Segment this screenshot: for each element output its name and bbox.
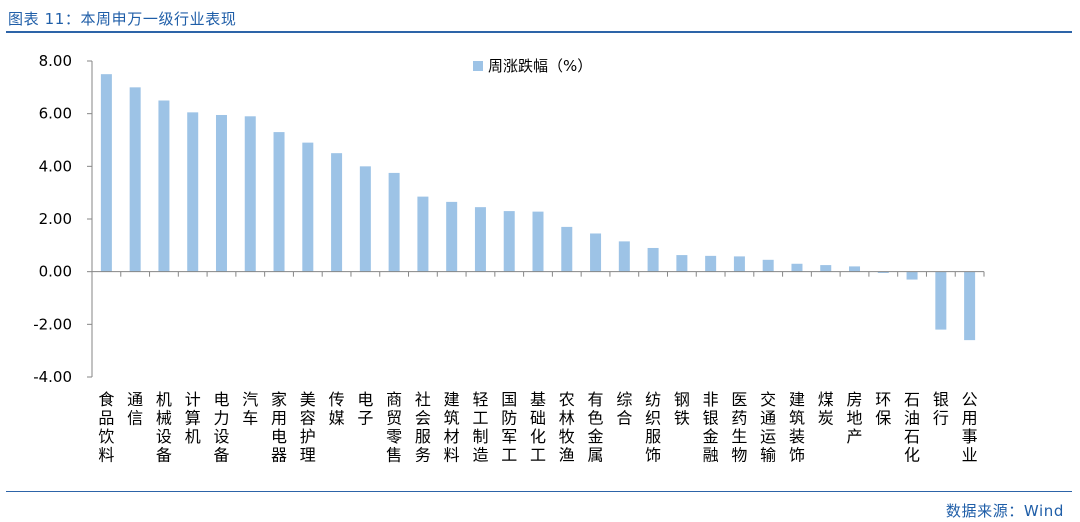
category-label: 机械设备 bbox=[156, 390, 172, 465]
bar bbox=[187, 112, 199, 272]
category-label: 国防军工 bbox=[501, 390, 517, 465]
bar bbox=[561, 226, 573, 272]
category-label: 非银金融 bbox=[703, 390, 719, 465]
bar bbox=[446, 201, 458, 272]
bar bbox=[100, 74, 112, 272]
bar bbox=[273, 132, 285, 272]
y-axis: -4.00 -2.00 0.00 2.00 4.00 6.00 8.00 bbox=[33, 52, 93, 386]
chart-title: 图表 11：本周申万一级行业表现 bbox=[8, 10, 237, 28]
y-tick-label: 2.00 bbox=[39, 210, 72, 228]
category-label: 社会服务 bbox=[415, 390, 431, 465]
category-label: 美容护理 bbox=[300, 390, 316, 465]
category-label: 家用电器 bbox=[271, 390, 287, 465]
category-label: 传媒 bbox=[329, 390, 345, 428]
x-axis bbox=[91, 271, 985, 277]
bar bbox=[849, 266, 861, 272]
bar bbox=[417, 196, 429, 272]
bar bbox=[388, 172, 400, 272]
bar bbox=[503, 211, 515, 272]
category-label: 银行 bbox=[933, 390, 949, 428]
category-label: 农林牧渔 bbox=[559, 390, 575, 465]
bar bbox=[331, 153, 343, 272]
category-label: 公用事业 bbox=[962, 390, 978, 465]
bar bbox=[877, 271, 889, 273]
bar bbox=[244, 116, 256, 272]
top-divider bbox=[6, 31, 1072, 33]
category-label: 煤炭 bbox=[818, 390, 834, 428]
category-label: 环保 bbox=[875, 390, 891, 428]
y-tick-label: -4.00 bbox=[33, 368, 72, 386]
bar bbox=[705, 255, 717, 272]
bar bbox=[158, 100, 170, 272]
bar bbox=[820, 265, 832, 272]
category-label: 建筑材料 bbox=[444, 390, 460, 465]
category-label: 综合 bbox=[616, 390, 632, 428]
category-label: 轻工制造 bbox=[472, 390, 488, 465]
legend: 周涨跌幅（%） bbox=[473, 57, 592, 75]
bar bbox=[532, 211, 544, 272]
bar bbox=[906, 271, 918, 280]
category-label: 石油石化 bbox=[904, 390, 920, 465]
bar bbox=[964, 271, 976, 341]
bar bbox=[618, 241, 630, 272]
category-label: 交通运输 bbox=[760, 390, 776, 465]
bar bbox=[302, 142, 314, 272]
category-label: 纺织服饰 bbox=[645, 390, 661, 465]
bar bbox=[647, 247, 659, 272]
category-label: 基础化工 bbox=[530, 390, 546, 465]
category-label: 计算机 bbox=[185, 390, 201, 446]
bottom-divider bbox=[6, 491, 1072, 492]
category-label: 房地产 bbox=[847, 390, 863, 446]
y-tick-label: 8.00 bbox=[39, 52, 72, 70]
category-labels: 食品饮料通信机械设备计算机电力设备汽车家用电器美容护理传媒电子商贸零售社会服务建… bbox=[98, 390, 977, 465]
bar bbox=[935, 271, 947, 330]
y-tick-label: 0.00 bbox=[39, 263, 72, 281]
category-label: 电力设备 bbox=[213, 390, 229, 465]
category-label: 电子 bbox=[357, 390, 373, 428]
bar bbox=[129, 87, 141, 272]
bar bbox=[474, 207, 486, 272]
category-label: 汽车 bbox=[242, 390, 258, 428]
bar bbox=[676, 255, 688, 272]
y-tick-label: -2.00 bbox=[33, 315, 72, 333]
category-label: 钢铁 bbox=[674, 390, 690, 428]
source-note: 数据来源：Wind bbox=[945, 502, 1064, 520]
bar bbox=[590, 233, 602, 272]
bars-group bbox=[100, 74, 976, 341]
category-label: 商贸零售 bbox=[386, 390, 402, 465]
category-label: 医药生物 bbox=[731, 390, 747, 465]
bar bbox=[791, 263, 803, 272]
category-label: 建筑装饰 bbox=[789, 390, 805, 465]
bar bbox=[733, 256, 745, 272]
legend-label: 周涨跌幅（%） bbox=[488, 57, 592, 75]
category-label: 有色金属 bbox=[588, 390, 604, 465]
category-label: 通信 bbox=[127, 390, 143, 428]
y-tick-label: 6.00 bbox=[39, 105, 72, 123]
legend-swatch bbox=[473, 61, 483, 71]
bar bbox=[215, 114, 227, 272]
bar bbox=[359, 166, 371, 272]
category-label: 食品饮料 bbox=[98, 390, 114, 465]
y-tick-label: 4.00 bbox=[39, 157, 72, 175]
bar bbox=[762, 259, 774, 272]
